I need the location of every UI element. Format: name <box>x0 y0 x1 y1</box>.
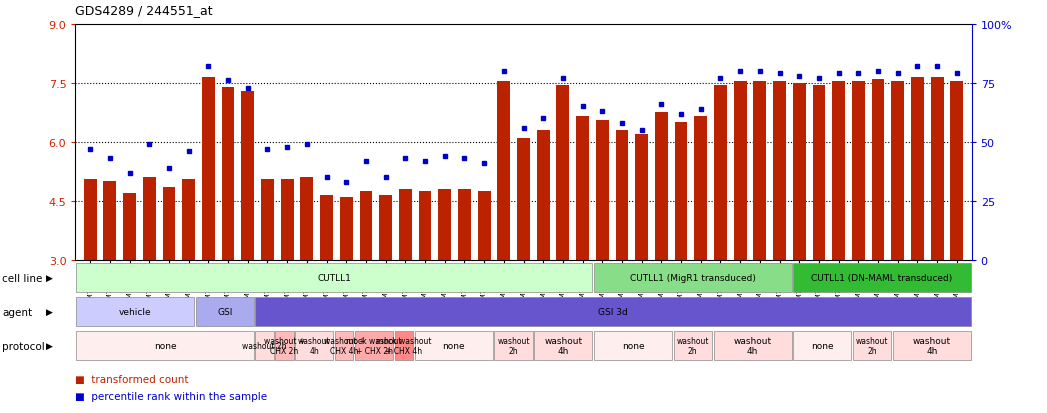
Bar <box>557 85 570 260</box>
Bar <box>534 332 593 360</box>
Bar <box>893 332 971 360</box>
Text: vehicle: vehicle <box>118 308 152 316</box>
Bar <box>891 82 905 260</box>
Text: ■  percentile rank within the sample: ■ percentile rank within the sample <box>75 391 268 401</box>
Text: washout +
CHX 2h: washout + CHX 2h <box>264 336 305 356</box>
Text: washout
2h: washout 2h <box>497 336 530 356</box>
Bar <box>537 131 550 260</box>
Text: washout
4h: washout 4h <box>544 336 582 356</box>
Bar <box>594 332 672 360</box>
Bar <box>673 332 712 360</box>
Bar <box>84 180 96 260</box>
Bar <box>76 332 253 360</box>
Bar <box>415 332 493 360</box>
Text: GSI: GSI <box>217 308 232 316</box>
Text: none: none <box>622 342 644 350</box>
Text: washout
2h: washout 2h <box>855 336 888 356</box>
Bar <box>951 82 963 260</box>
Bar <box>142 178 156 260</box>
Bar <box>222 88 235 260</box>
Bar <box>911 78 923 260</box>
Bar <box>713 332 792 360</box>
Text: mock washout
+ CHX 2h: mock washout + CHX 2h <box>347 336 402 356</box>
Bar <box>674 123 688 260</box>
Bar <box>832 82 845 260</box>
Text: washout
4h: washout 4h <box>298 336 331 356</box>
Bar <box>76 264 593 292</box>
Bar <box>576 117 589 260</box>
Text: mock washout
+ CHX 4h: mock washout + CHX 4h <box>376 336 431 356</box>
Bar <box>124 193 136 260</box>
Bar <box>596 121 608 260</box>
Text: none: none <box>811 342 833 350</box>
Bar <box>255 298 971 326</box>
Text: washout 2h: washout 2h <box>242 342 287 350</box>
Bar <box>182 180 195 260</box>
Text: GSI 3d: GSI 3d <box>598 308 628 316</box>
Bar <box>379 195 392 260</box>
Bar <box>395 332 414 360</box>
Bar <box>773 82 786 260</box>
Bar <box>295 332 334 360</box>
Bar <box>261 180 274 260</box>
Bar <box>497 82 510 260</box>
Bar <box>202 78 215 260</box>
Bar <box>162 188 175 260</box>
Bar <box>359 192 373 260</box>
Bar <box>853 332 891 360</box>
Bar <box>636 135 648 260</box>
Bar <box>517 139 530 260</box>
Text: washout
4h: washout 4h <box>913 336 951 356</box>
Bar <box>714 85 727 260</box>
Text: ▶: ▶ <box>46 308 53 316</box>
Text: washout
2h: washout 2h <box>676 336 709 356</box>
Bar <box>275 332 293 360</box>
Bar <box>320 195 333 260</box>
Bar <box>458 190 471 260</box>
Text: agent: agent <box>2 307 32 317</box>
Bar <box>794 332 851 360</box>
Text: washout
4h: washout 4h <box>734 336 772 356</box>
Text: none: none <box>154 342 176 350</box>
Bar <box>594 264 792 292</box>
Bar <box>281 180 293 260</box>
Bar <box>355 332 394 360</box>
Bar <box>76 298 194 326</box>
Text: CUTLL1: CUTLL1 <box>317 274 351 282</box>
Bar <box>852 82 865 260</box>
Text: none: none <box>443 342 465 350</box>
Text: CUTLL1 (DN-MAML transduced): CUTLL1 (DN-MAML transduced) <box>811 274 953 282</box>
Bar <box>655 113 668 260</box>
Bar <box>255 332 273 360</box>
Bar <box>477 192 490 260</box>
Text: ▶: ▶ <box>46 342 53 350</box>
Bar <box>335 332 354 360</box>
Bar <box>104 182 116 260</box>
Bar <box>616 131 628 260</box>
Bar <box>694 117 707 260</box>
Bar <box>196 298 253 326</box>
Bar <box>794 264 971 292</box>
Text: GDS4289 / 244551_at: GDS4289 / 244551_at <box>75 4 213 17</box>
Bar <box>754 82 766 260</box>
Text: washout +
CHX 4h: washout + CHX 4h <box>324 336 364 356</box>
Text: ▶: ▶ <box>46 274 53 282</box>
Bar <box>439 190 451 260</box>
Bar <box>494 332 533 360</box>
Bar <box>340 197 353 260</box>
Bar <box>300 178 313 260</box>
Bar <box>793 84 805 260</box>
Bar <box>812 85 825 260</box>
Bar <box>419 192 431 260</box>
Text: protocol: protocol <box>2 341 45 351</box>
Bar <box>734 82 747 260</box>
Text: CUTLL1 (MigR1 transduced): CUTLL1 (MigR1 transduced) <box>630 274 756 282</box>
Bar <box>242 92 254 260</box>
Text: ■  transformed count: ■ transformed count <box>75 375 188 385</box>
Bar <box>872 80 885 260</box>
Bar <box>931 78 943 260</box>
Text: cell line: cell line <box>2 273 43 283</box>
Bar <box>399 190 411 260</box>
